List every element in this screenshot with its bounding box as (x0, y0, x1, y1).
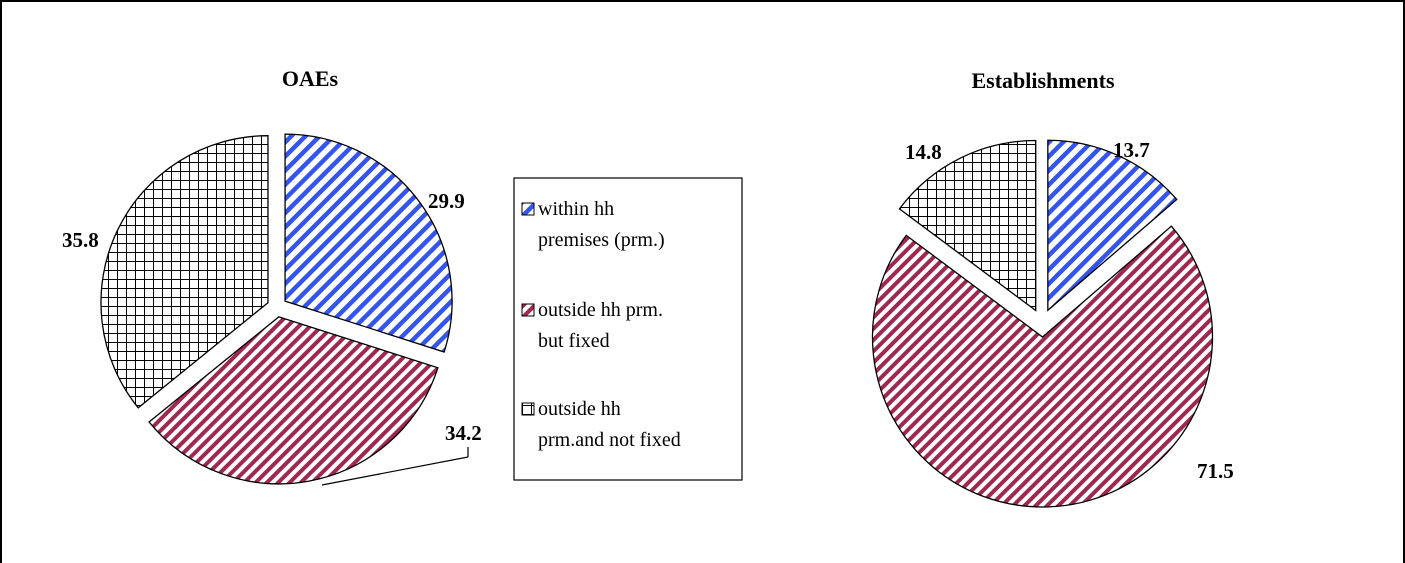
legend-label-within-hh-line2: premises (prm.) (538, 229, 665, 251)
pie-chart-oaes: OAEs 29.9 34.2 35.8 (62, 66, 482, 486)
legend-label-within-hh-line1: within hh (538, 198, 614, 220)
pie-slice-oaes-2 (100, 135, 269, 409)
pie-chart-establishments: Establishments 13.7 71.5 14.8 (871, 68, 1234, 508)
chart-title-establishments: Establishments (971, 68, 1114, 93)
legend-box (513, 177, 743, 481)
legend-label-not-fixed-line2: prm.and not fixed (538, 429, 681, 451)
legend: within hh premises (prm.) outside hh prm… (513, 177, 743, 481)
pie-slice-establishments-2 (898, 139, 1037, 312)
pie-slice-establishments-0 (1047, 139, 1178, 312)
legend-swatch-outside-fixed (521, 303, 535, 317)
chart-title-oaes: OAEs (282, 66, 339, 91)
legend-swatch-within-hh (521, 202, 535, 216)
slice-label-establishments-1: 71.5 (1197, 459, 1234, 483)
slice-label-oaes-1: 34.2 (445, 421, 482, 445)
slice-label-oaes-0: 29.9 (428, 189, 465, 213)
pie-slice-oaes-0 (284, 133, 453, 353)
pie-slice-oaes-1 (148, 316, 439, 485)
slice-label-oaes-2: 35.8 (62, 228, 99, 252)
pie-slice-establishments-1 (871, 225, 1214, 508)
legend-item-0: within hh premises (prm.) (521, 198, 665, 251)
legend-label-outside-fixed-line2: but fixed (538, 330, 610, 352)
legend-label-outside-fixed-line1: outside hh prm. (538, 299, 663, 321)
legend-item-2: outside hh prm.and not fixed (521, 398, 681, 451)
legend-label-not-fixed-line1: outside hh (538, 398, 621, 420)
slice-label-establishments-2: 14.8 (905, 140, 942, 164)
slice-label-establishments-0: 13.7 (1113, 138, 1150, 162)
leader-line-oaes-34-2 (321, 456, 469, 486)
legend-swatch-not-fixed (521, 402, 535, 416)
pie-slices-oaes (100, 133, 453, 485)
legend-item-1: outside hh prm. but fixed (521, 299, 663, 352)
pie-slices-establishments (871, 139, 1214, 508)
